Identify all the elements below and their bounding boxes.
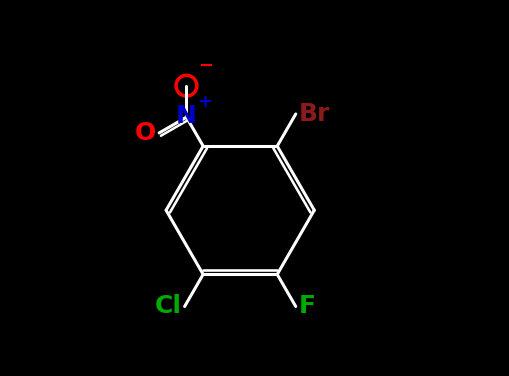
- Text: F: F: [298, 294, 315, 318]
- Text: O: O: [135, 121, 156, 145]
- Text: Cl: Cl: [154, 294, 181, 318]
- Text: Br: Br: [298, 102, 329, 126]
- Text: N: N: [176, 104, 196, 128]
- Text: +: +: [196, 92, 211, 111]
- Text: −: −: [198, 57, 213, 75]
